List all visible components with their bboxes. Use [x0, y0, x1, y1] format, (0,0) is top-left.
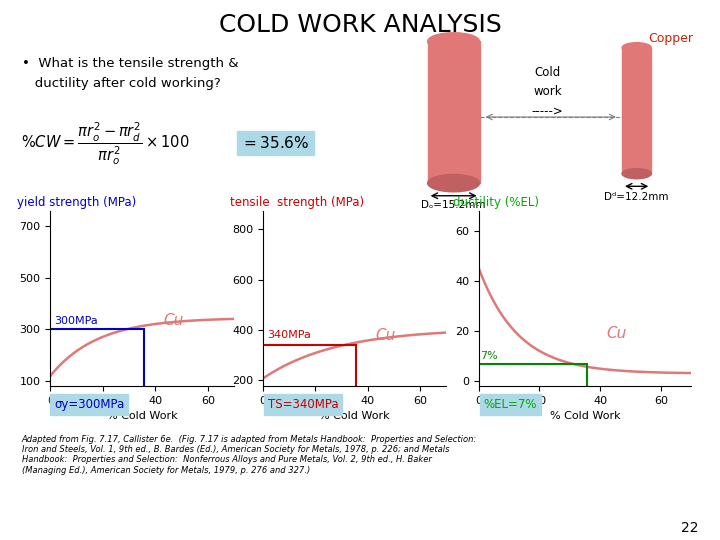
- Text: yield strength (MPa): yield strength (MPa): [17, 197, 137, 210]
- Ellipse shape: [622, 168, 652, 179]
- Text: Adapted from Fig. 7.17, Callister 6e.  (Fig. 7.17 is adapted from Metals Handboo: Adapted from Fig. 7.17, Callister 6e. (F…: [22, 435, 477, 475]
- Text: Cu: Cu: [606, 327, 626, 341]
- Text: Cold: Cold: [534, 66, 561, 79]
- Text: •  What is the tensile strength &: • What is the tensile strength &: [22, 57, 238, 70]
- Text: $= 35.6\%$: $= 35.6\%$: [241, 135, 310, 151]
- Text: ductility after cold working?: ductility after cold working?: [22, 77, 220, 90]
- Bar: [428, 42, 480, 183]
- Text: TS=340MPa: TS=340MPa: [268, 398, 338, 411]
- Text: COLD WORK ANALYSIS: COLD WORK ANALYSIS: [219, 14, 501, 37]
- Bar: [622, 48, 652, 174]
- Ellipse shape: [622, 43, 652, 53]
- X-axis label: % Cold Work: % Cold Work: [549, 411, 621, 421]
- Text: $\%CW = \dfrac{\pi r_o^2 - \pi r_d^2}{\pi r_o^2} \times 100$: $\%CW = \dfrac{\pi r_o^2 - \pi r_d^2}{\p…: [21, 120, 189, 166]
- Text: 22: 22: [681, 521, 698, 535]
- Text: 300MPa: 300MPa: [54, 316, 98, 326]
- Ellipse shape: [428, 33, 480, 50]
- Ellipse shape: [428, 174, 480, 192]
- Text: %EL=7%: %EL=7%: [484, 398, 537, 411]
- Text: tensile  strength (MPa): tensile strength (MPa): [230, 197, 364, 210]
- Text: ductility (%EL): ductility (%EL): [454, 197, 539, 210]
- Text: 340MPa: 340MPa: [266, 330, 310, 340]
- Text: ----->: ----->: [531, 104, 564, 117]
- Text: 7%: 7%: [480, 351, 498, 361]
- Text: Copper: Copper: [648, 32, 693, 45]
- Text: Dₒ=15.2mm: Dₒ=15.2mm: [421, 200, 486, 210]
- X-axis label: % Cold Work: % Cold Work: [319, 411, 390, 421]
- Text: work: work: [534, 85, 562, 98]
- Text: Cu: Cu: [376, 328, 396, 343]
- X-axis label: % Cold Work: % Cold Work: [107, 411, 178, 421]
- Text: Dᵈ=12.2mm: Dᵈ=12.2mm: [604, 192, 669, 202]
- Text: Cu: Cu: [163, 313, 184, 328]
- Text: σy=300MPa: σy=300MPa: [54, 398, 125, 411]
